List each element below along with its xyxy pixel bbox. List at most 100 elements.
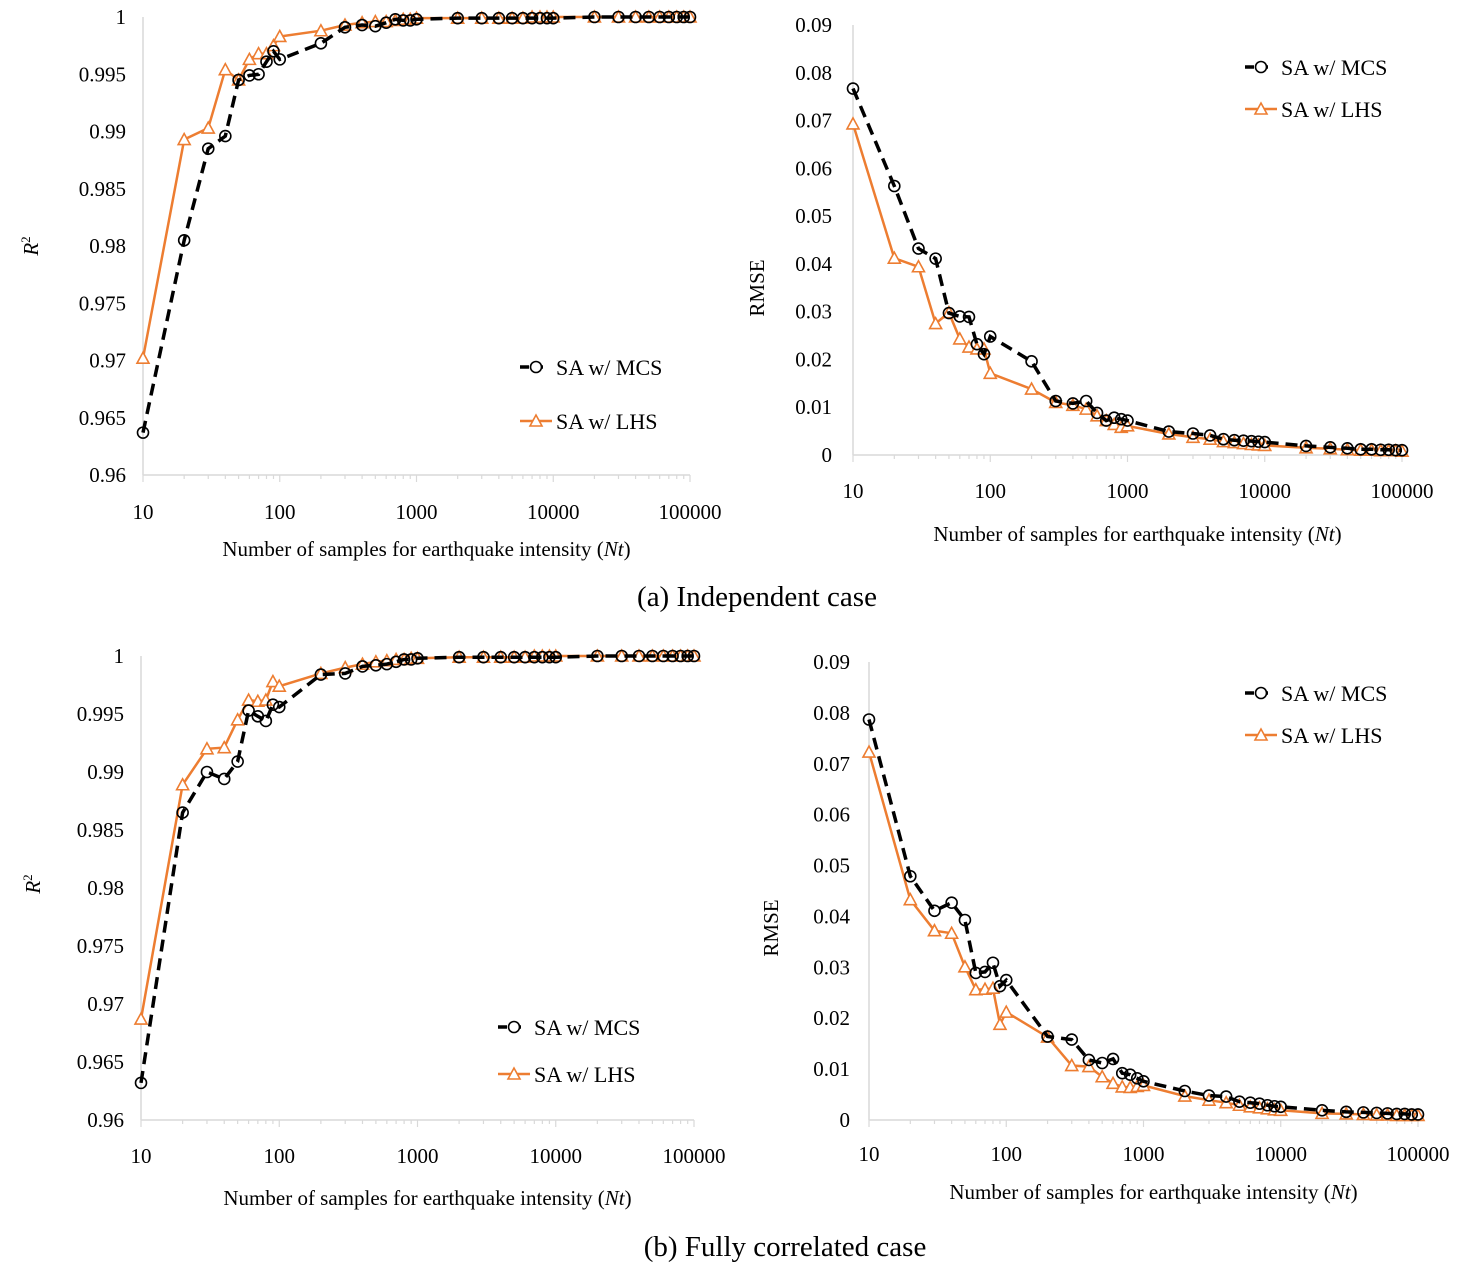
lhs-point bbox=[271, 678, 287, 692]
lhs-point bbox=[1094, 1069, 1110, 1083]
mcs-point bbox=[242, 704, 255, 717]
mcs-point bbox=[912, 242, 925, 255]
y-tick-label: 0.08 bbox=[795, 61, 832, 85]
mcs-point bbox=[533, 11, 547, 25]
mcs-point bbox=[1389, 443, 1403, 457]
lhs-point bbox=[1202, 431, 1218, 446]
x-axis-label: Number of samples for earthquake intensi… bbox=[223, 1186, 631, 1210]
mcs-point bbox=[986, 956, 1000, 970]
mcs-point bbox=[380, 657, 394, 671]
mcs-point bbox=[1066, 397, 1080, 410]
mcs-point bbox=[217, 772, 231, 786]
mcs-point bbox=[1114, 412, 1128, 426]
legend-marker-mcs bbox=[1254, 686, 1268, 700]
legend: SA w/ MCS SA w/ LHS bbox=[1245, 681, 1387, 748]
mcs-point bbox=[1341, 442, 1354, 455]
lhs-point bbox=[1024, 381, 1039, 395]
mcs-point bbox=[243, 69, 256, 82]
mcs-point bbox=[1203, 429, 1217, 442]
legend-label-lhs: SA w/ LHS bbox=[534, 1062, 635, 1087]
mcs-point bbox=[338, 21, 352, 34]
mcs-point bbox=[674, 649, 687, 663]
y-axis-label: RMSE bbox=[759, 899, 783, 956]
mcs-point bbox=[252, 67, 265, 81]
mcs-point bbox=[136, 426, 150, 439]
legend: SA w/ MCS SA w/ LHS bbox=[1245, 55, 1387, 122]
mcs-point bbox=[314, 668, 328, 681]
mcs-point bbox=[266, 698, 280, 712]
lhs-point bbox=[861, 744, 877, 758]
mcs-point bbox=[1219, 1090, 1233, 1103]
y-tick-label: 0.99 bbox=[89, 120, 126, 144]
y-tick-label: 0.06 bbox=[795, 156, 832, 180]
mcs-point bbox=[1411, 1108, 1425, 1121]
mcs-point bbox=[314, 37, 328, 50]
series-line-lhs bbox=[851, 123, 1403, 453]
y-tick-label: 1 bbox=[116, 5, 127, 29]
mcs-point bbox=[540, 11, 554, 25]
y-axis-label: R2 bbox=[18, 236, 43, 256]
mcs-point bbox=[1107, 411, 1121, 425]
x-axis-label-var: Nt bbox=[604, 1186, 626, 1210]
legend-marker-lhs bbox=[1253, 727, 1269, 741]
lhs-point bbox=[217, 61, 233, 76]
y-tick-label: 0.09 bbox=[813, 650, 850, 674]
x-tick-label: 10 bbox=[859, 1142, 880, 1166]
x-axis-label: Number of samples for earthquake intensi… bbox=[933, 522, 1341, 546]
mcs-point bbox=[543, 650, 556, 664]
mcs-point bbox=[1123, 1068, 1137, 1082]
y-tick-label: 0.985 bbox=[79, 177, 126, 201]
series-line-mcs bbox=[139, 654, 694, 1084]
y-tick-label: 0.965 bbox=[77, 1050, 124, 1074]
mcs-point bbox=[977, 347, 991, 361]
mcs-point bbox=[904, 869, 917, 883]
mcs-point bbox=[176, 806, 189, 819]
lhs-point bbox=[135, 350, 151, 365]
x-axis-label-close: ) bbox=[624, 537, 631, 561]
legend-label-mcs: SA w/ MCS bbox=[1281, 55, 1387, 80]
mcs-point bbox=[591, 649, 604, 663]
lhs-point bbox=[176, 131, 192, 146]
mcs-point bbox=[1268, 1099, 1281, 1113]
legend-label-mcs: SA w/ MCS bbox=[556, 355, 662, 380]
mcs-point bbox=[1398, 1107, 1411, 1121]
mcs-point bbox=[477, 650, 490, 664]
lhs-point bbox=[1078, 401, 1094, 415]
y-axis-label: RMSE bbox=[745, 259, 769, 316]
x-tick-label: 1000 bbox=[1123, 1142, 1165, 1166]
mcs-point bbox=[1121, 414, 1134, 427]
x-tick-label: 100 bbox=[975, 479, 1007, 503]
lhs-point bbox=[1136, 1077, 1151, 1092]
x-axis-label-text: Number of samples for earthquake intensi… bbox=[933, 522, 1314, 546]
mcs-point bbox=[862, 713, 876, 726]
y-tick-label: 0.97 bbox=[89, 349, 126, 373]
y-tick-label: 0.05 bbox=[795, 204, 832, 228]
y-tick-label: 0.96 bbox=[87, 1108, 124, 1132]
mcs-point bbox=[588, 10, 601, 24]
y-tick-label: 1 bbox=[114, 644, 125, 668]
lhs-point bbox=[957, 959, 973, 973]
mcs-point bbox=[259, 714, 273, 728]
chart-a-r2: 10 100 1000 10000 100000 0.96 0.965 0.97 0.975 0.… bbox=[18, 5, 722, 561]
x-axis-label-var: Nt bbox=[603, 537, 625, 561]
y-tick-label: 0.04 bbox=[813, 904, 850, 928]
x-tick-label: 10 bbox=[843, 479, 864, 503]
lhs-point bbox=[1242, 1099, 1258, 1113]
mcs-point bbox=[945, 896, 958, 910]
mcs-point bbox=[267, 45, 280, 58]
legend: SA w/ MCS SA w/ LHS bbox=[520, 355, 662, 434]
mcs-point bbox=[1253, 1097, 1266, 1111]
mcs-point bbox=[1095, 1056, 1109, 1070]
mcs-point bbox=[1041, 1030, 1054, 1043]
lhs-point bbox=[927, 923, 942, 937]
y-tick-label: 0.975 bbox=[77, 934, 124, 958]
x-tick-label: 100000 bbox=[1371, 479, 1434, 503]
y-tick-label: 0 bbox=[840, 1108, 851, 1132]
mcs-point bbox=[677, 10, 691, 24]
mcs-point bbox=[1244, 1096, 1257, 1109]
mcs-point bbox=[1274, 1100, 1288, 1114]
x-tick-label: 1000 bbox=[1107, 479, 1149, 503]
mcs-point bbox=[1079, 394, 1093, 408]
mcs-point bbox=[1381, 1107, 1394, 1120]
mcs-point bbox=[356, 660, 369, 673]
